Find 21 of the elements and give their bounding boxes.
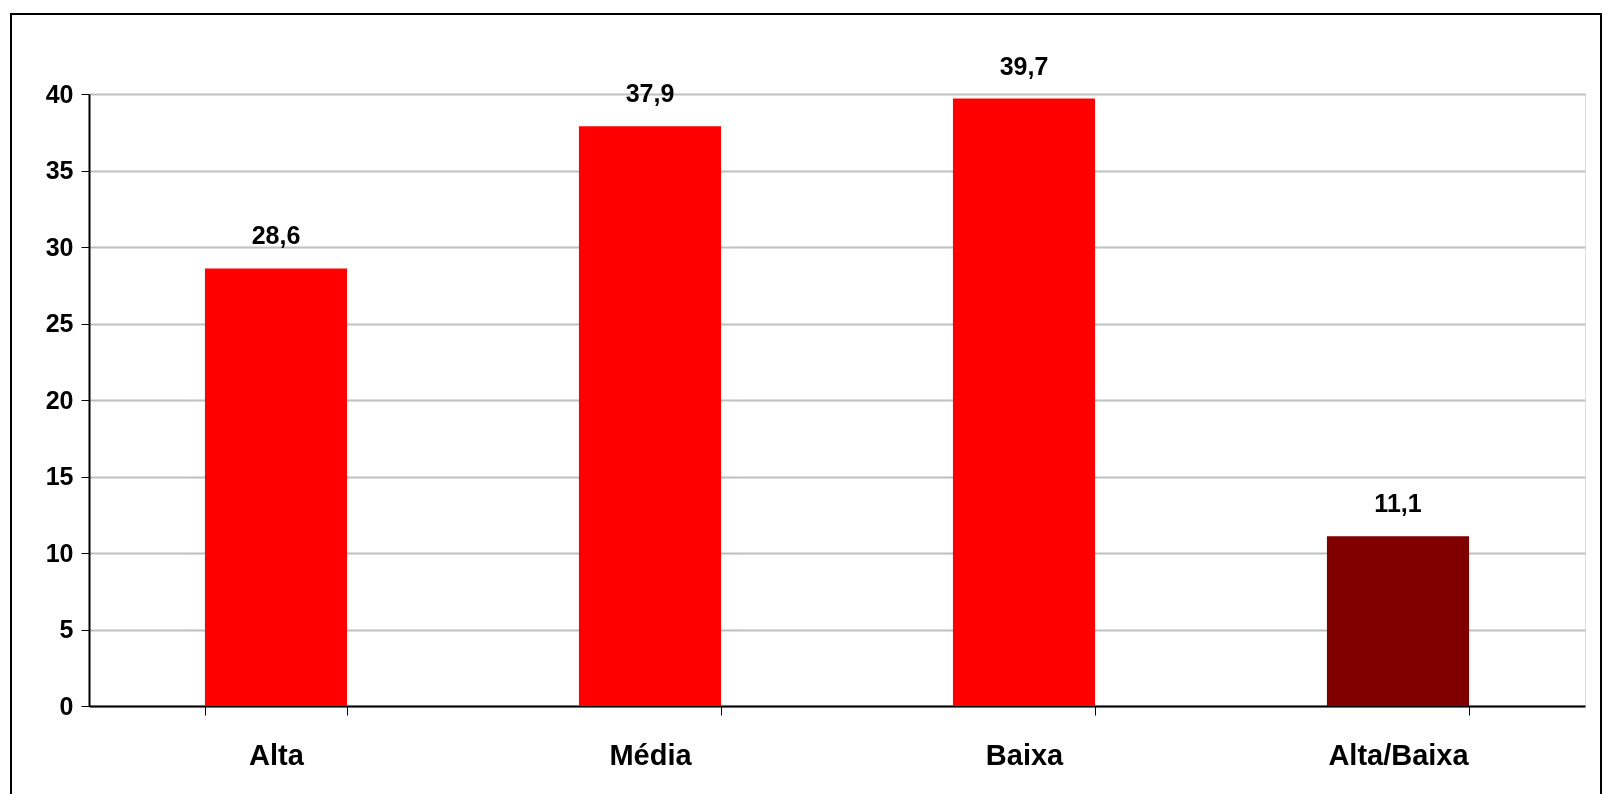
data-label: 39,7 [999,51,1049,80]
data-label: 28,6 [251,221,301,250]
x-tick-label: Média [609,738,693,771]
data-label: 37,9 [625,79,675,108]
data-label: 11,1 [1374,489,1422,518]
y-tick-label: 35 [45,156,74,184]
bar [578,126,722,706]
bar [1326,536,1470,706]
y-tick-label: 5 [59,615,74,643]
x-tick-label: Alta/Baixa [1328,738,1470,771]
y-tick-label: 0 [59,691,74,720]
x-tick-label: Baixa [985,738,1065,771]
y-tick-label: 15 [45,462,74,490]
bar [204,268,348,706]
y-tick-label: 25 [45,309,74,337]
y-tick-label: 20 [45,385,74,414]
y-tick-label: 10 [45,538,74,567]
bar [952,98,1096,706]
y-tick-label: 40 [45,79,74,108]
y-tick-label: 30 [45,232,74,261]
x-tick-label: Alta [249,738,305,771]
